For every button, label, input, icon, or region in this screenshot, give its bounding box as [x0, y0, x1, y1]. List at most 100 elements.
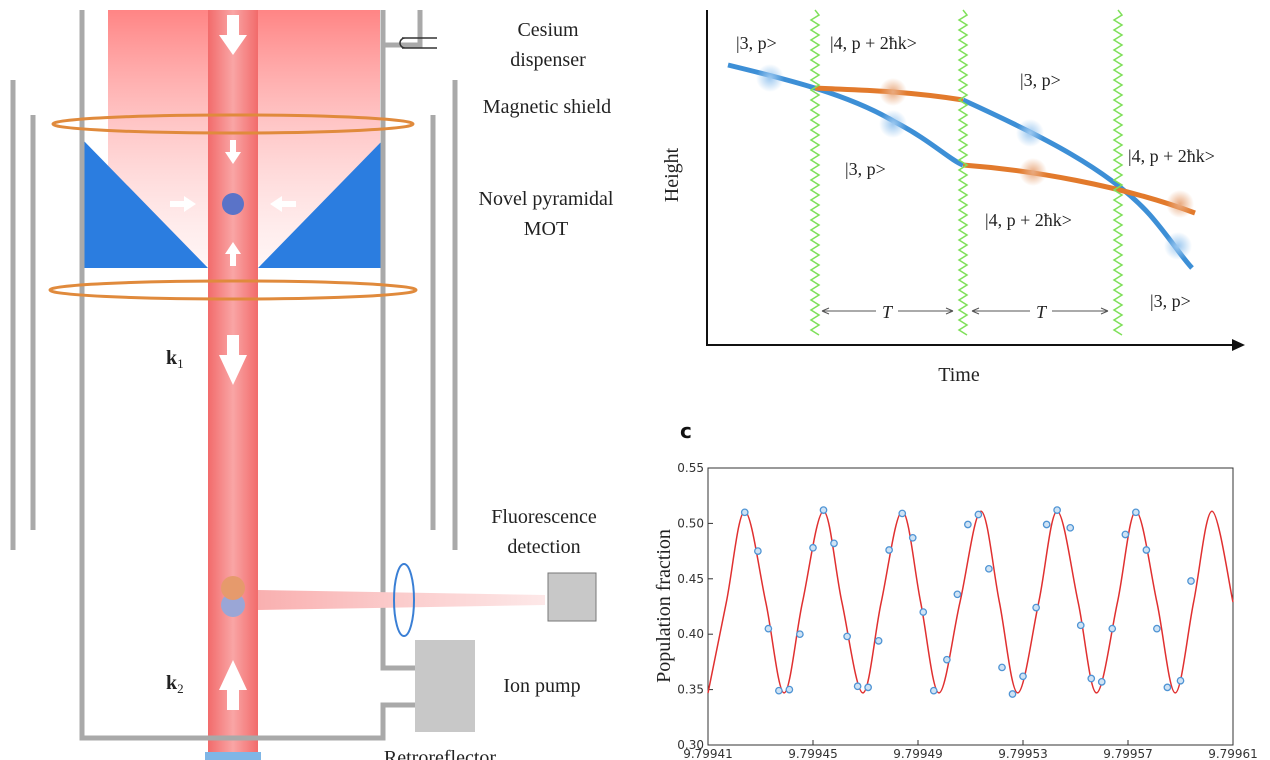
- data-point: [1053, 506, 1061, 514]
- symbol: k: [166, 672, 178, 694]
- state-label: |3, p>: [736, 33, 777, 53]
- symbol: k: [166, 347, 178, 369]
- y-tick-label: 0.50: [677, 516, 704, 530]
- plot-frame: [707, 467, 1234, 746]
- data-point: [740, 508, 749, 517]
- chamber: [10, 10, 458, 741]
- data-point: [929, 686, 938, 695]
- data-point: [1132, 508, 1140, 517]
- data-point: [843, 632, 851, 641]
- axis-arrow: [1232, 339, 1245, 351]
- dispenser: [399, 37, 437, 49]
- data-point: [796, 630, 804, 639]
- data-point: [974, 510, 983, 519]
- data-point: [1121, 530, 1130, 539]
- state-label: |3, p>: [845, 159, 886, 179]
- data-point: [874, 636, 883, 645]
- x-tick-label: 9.79953: [998, 747, 1048, 760]
- data-point: [953, 590, 962, 599]
- label: Retroreflector: [384, 747, 496, 760]
- trajectory-diagram: T T |3, p> |4, p + 2ħk> |3, p> |3, p> |4…: [661, 9, 1245, 386]
- data-point: [1087, 674, 1096, 683]
- data-point: [764, 624, 773, 633]
- data-point: [754, 547, 762, 555]
- data-point: [864, 683, 872, 692]
- data-point: [1042, 520, 1051, 529]
- x-tick-label: 9.79949: [893, 747, 943, 760]
- label: Novel pyramidal: [479, 188, 614, 210]
- atom-cloud: [221, 576, 245, 600]
- data-point: [964, 520, 972, 529]
- state-label: |3, p>: [1150, 291, 1191, 311]
- subscript: 1: [177, 356, 184, 371]
- y-tick-label: 0.30: [677, 738, 704, 752]
- axis-title: Height: [661, 147, 683, 202]
- axis-title: Time: [938, 364, 980, 386]
- path-4: [814, 85, 964, 103]
- data-point: [1153, 624, 1161, 633]
- y-tick-label: 0.35: [677, 683, 704, 697]
- data-point: [809, 543, 817, 552]
- label: Cesium: [517, 19, 579, 41]
- y-tick-label: 0.55: [677, 461, 704, 475]
- fit-line: [707, 510, 1234, 694]
- state-label: |4, p + 2ħk>: [830, 33, 917, 53]
- axis-title: Population fraction: [653, 529, 675, 683]
- ion-pump: [415, 640, 475, 732]
- data-point: [998, 663, 1006, 672]
- label: Ion pump: [503, 675, 580, 697]
- atom-cloud: [221, 593, 245, 617]
- wavevector: k1: [166, 347, 184, 371]
- fluorescence-cone: [258, 590, 545, 610]
- arrows: [170, 15, 296, 710]
- x-tick-label: 9.79945: [788, 747, 838, 760]
- x-tick-label: 9.79941: [683, 747, 733, 760]
- data-point: [885, 546, 893, 554]
- lens: [393, 563, 415, 637]
- state-label: |4, p + 2ħk>: [1128, 146, 1215, 166]
- data-point: [775, 686, 783, 695]
- pyramid-right: [258, 140, 383, 268]
- label: Fluorescence: [491, 506, 597, 528]
- data-point: [985, 564, 993, 573]
- data-point: [1176, 676, 1185, 685]
- interval-label: T: [1036, 302, 1048, 322]
- laser-pulse: [809, 9, 821, 336]
- data-point: [830, 539, 838, 548]
- panel-label: c: [680, 419, 692, 443]
- data-point: [1097, 677, 1106, 686]
- state-label: |3, p>: [1020, 70, 1061, 90]
- pyramid-left: [83, 140, 208, 268]
- data-point: [1076, 621, 1085, 630]
- data-point: [1142, 546, 1151, 554]
- y-tick-label: 0.45: [677, 572, 704, 586]
- data-point: [1108, 624, 1117, 633]
- chart: c Population fraction 0.30 0.35 0.40 0.45 0.…: [653, 419, 1258, 760]
- label: detection: [507, 536, 580, 558]
- x-tick-label: 9.79961: [1208, 747, 1258, 760]
- interval-label: T: [882, 302, 894, 322]
- data-point: [785, 685, 794, 694]
- data-point: [1032, 603, 1040, 612]
- x-tick-label: 9.79957: [1103, 747, 1153, 760]
- data-point: [1187, 577, 1195, 585]
- path-4: [962, 162, 1196, 216]
- retroreflector: [205, 752, 261, 760]
- label: Magnetic shield: [483, 96, 611, 118]
- atom-cloud: [222, 193, 244, 215]
- data-point: [819, 506, 828, 514]
- data-point: [908, 533, 917, 542]
- apparatus: Cesium dispenser Magnetic shield Novel p…: [10, 10, 614, 760]
- data-point: [943, 655, 951, 664]
- wavevector: k2: [166, 672, 184, 696]
- axes: [706, 10, 1238, 346]
- data-point: [898, 509, 907, 518]
- data-point: [1019, 672, 1027, 681]
- label: dispenser: [510, 49, 586, 71]
- label: MOT: [524, 218, 568, 240]
- path-3: [961, 97, 1194, 270]
- coil: [51, 113, 415, 135]
- data-point: [1008, 690, 1017, 698]
- y-tick-label: 0.40: [677, 627, 704, 641]
